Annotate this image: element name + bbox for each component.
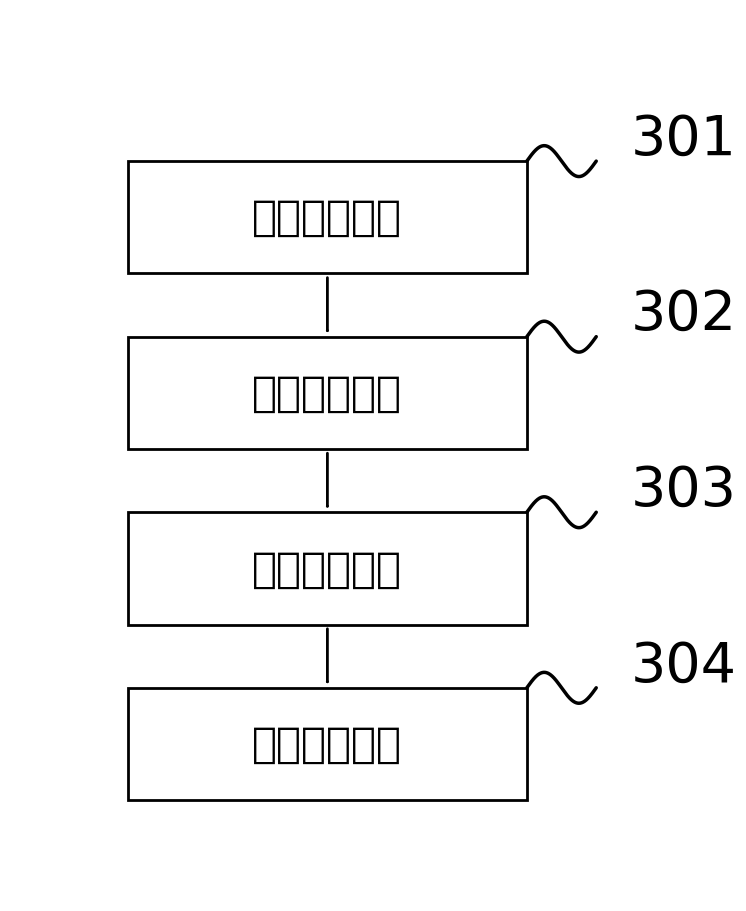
Bar [128,688,527,800]
Text: 任务映射模块: 任务映射模块 [252,548,402,589]
Text: 线路筛选模块: 线路筛选模块 [252,373,402,415]
Text: 304: 304 [631,639,737,692]
Text: 303: 303 [631,464,737,517]
Text: 矩阵计算模块: 矩阵计算模块 [252,197,402,239]
Bar [128,162,527,274]
Text: 301: 301 [631,113,737,167]
Text: 302: 302 [631,288,737,342]
Bar [128,513,527,625]
Bar [128,337,527,449]
Text: 阻抗获取模块: 阻抗获取模块 [252,723,402,765]
